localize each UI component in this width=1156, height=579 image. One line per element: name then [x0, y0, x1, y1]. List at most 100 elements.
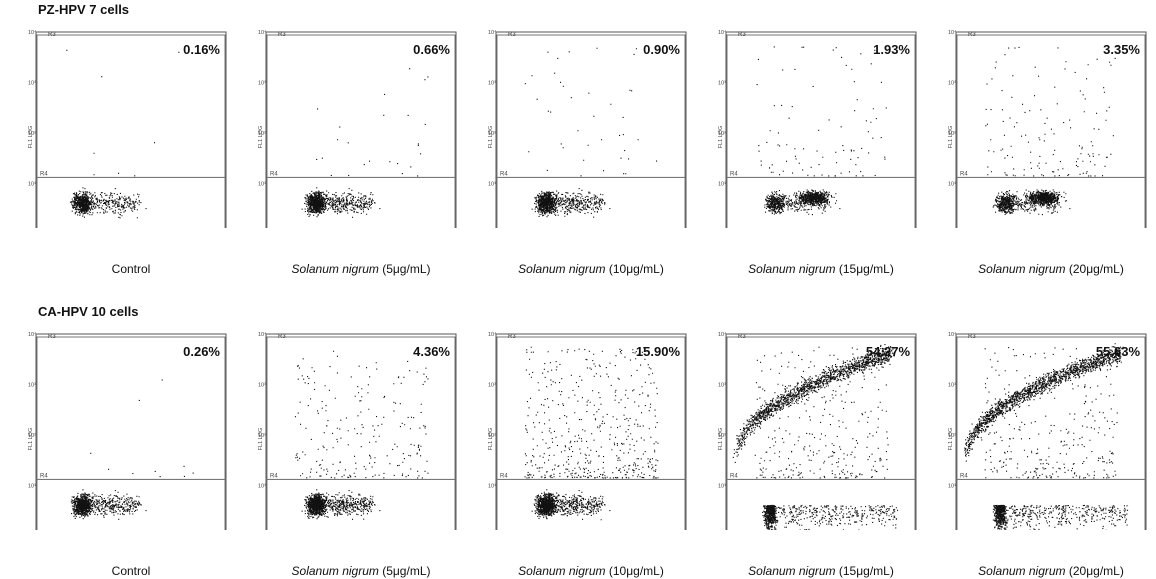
event-dots: [732, 344, 899, 530]
dot-plot: R3R410⁰10¹10²10³10⁴FL1 LOG02004006008001…: [488, 29, 687, 228]
region-label-r3: R3: [738, 32, 746, 38]
percentage-label: 15.90%: [635, 344, 680, 359]
caption-dose: (20μg/mL): [1065, 564, 1124, 578]
y-tick-label: 10³: [258, 81, 266, 87]
y-tick-label: 10¹: [948, 484, 956, 490]
dot-plot-panel: R3R410⁰10¹10²10³10⁴FL1 LOG02004006008001…: [258, 28, 464, 260]
caption-species: Solanum nigrum: [518, 564, 606, 578]
y-tick-label: 10²: [258, 433, 266, 439]
dot-plot-panel: R3R410⁰10¹10²10³10⁴FL1 LOG02004006008001…: [948, 28, 1154, 260]
y-tick-label: 10¹: [258, 182, 266, 188]
percentage-label: 55.63%: [1095, 344, 1140, 359]
gate-r4: [726, 176, 916, 228]
region-label-r4: R4: [960, 473, 968, 479]
caption-species: Solanum nigrum: [291, 564, 379, 578]
region-label-r4: R4: [40, 473, 48, 479]
y-axis-label: FL1 LOG: [948, 126, 954, 149]
gate-r4: [36, 478, 226, 530]
y-tick-label: 10⁴: [718, 29, 727, 36]
percentage-label: 4.36%: [413, 344, 450, 359]
plot-frame: [495, 333, 687, 530]
y-tick-label: 10⁴: [258, 29, 267, 36]
plot-frame: [35, 333, 227, 530]
panel-caption: Control: [18, 564, 244, 578]
event-dots: [66, 49, 180, 219]
event-dots: [70, 379, 194, 520]
y-axis-label: FL1 LOG: [28, 126, 34, 149]
event-dots: [301, 68, 429, 218]
plot-frame: [955, 31, 1147, 228]
caption-species: Solanum nigrum: [291, 262, 379, 276]
plot-frame: [725, 31, 917, 228]
y-tick-label: 10⁴: [28, 331, 37, 338]
y-tick-label: 10⁴: [488, 29, 497, 36]
y-axis-label: FL1 LOG: [718, 428, 724, 451]
gate-r4: [266, 176, 456, 228]
y-tick-label: 10²: [258, 131, 266, 137]
dot-plot: R3R410⁰10¹10²10³10⁴FL1 LOG02004006008001…: [488, 331, 687, 530]
percentage-label: 54.27%: [865, 344, 910, 359]
region-label-r4: R4: [500, 171, 508, 177]
dot-plot: R3R410⁰10¹10²10³10⁴FL1 LOG02004006008001…: [718, 29, 917, 228]
region-label-r3: R3: [508, 334, 516, 340]
region-label-r3: R3: [278, 32, 286, 38]
gate-r4: [496, 176, 686, 228]
gate-r4: [266, 478, 456, 530]
y-tick-label: 10³: [488, 81, 496, 87]
event-dot-cloud: [524, 47, 658, 218]
dot-plot-panel: R3R410⁰10¹10²10³10⁴FL1 LOG02004006008001…: [488, 28, 694, 260]
y-tick-label: 10¹: [718, 484, 726, 490]
event-dots: [756, 46, 887, 216]
event-dots: [294, 350, 429, 520]
dot-plot: R3R410⁰10¹10²10³10⁴FL1 LOG02004006008001…: [258, 331, 457, 530]
caption-species: Solanum nigrum: [978, 564, 1066, 578]
y-tick-label: 10³: [718, 81, 726, 87]
caption-dose: (5μg/mL): [378, 262, 431, 276]
region-label-r4: R4: [730, 171, 738, 177]
y-axis-label: FL1 LOG: [258, 428, 264, 451]
y-tick-label: 10¹: [948, 182, 956, 188]
y-tick-label: 10¹: [488, 182, 496, 188]
dot-plot: R3R410⁰10¹10²10³10⁴FL1 LOG02004006008001…: [948, 29, 1147, 228]
y-tick-label: 10²: [718, 131, 726, 137]
y-axis-label: FL1 LOG: [948, 428, 954, 451]
plot-frame: [955, 333, 1147, 530]
dot-plot-panel: R3R410⁰10¹10²10³10⁴FL1 LOG02004006008001…: [28, 330, 234, 562]
y-tick-label: 10⁴: [718, 331, 727, 338]
percentage-label: 0.26%: [183, 344, 220, 359]
dot-plot: R3R410⁰10¹10²10³10⁴FL1 LOG02004006008001…: [28, 29, 227, 228]
plot-frame: [35, 31, 227, 228]
event-dot-cloud: [732, 344, 899, 530]
caption-species: Solanum nigrum: [978, 262, 1066, 276]
panel-caption: Solanum nigrum (15μg/mL): [708, 262, 934, 276]
dot-plot-panel: R3R410⁰10¹10²10³10⁴FL1 LOG02004006008001…: [718, 330, 924, 562]
region-label-r3: R3: [48, 334, 56, 340]
panel-caption: Solanum nigrum (10μg/mL): [478, 262, 704, 276]
y-axis-label: FL1 LOG: [718, 126, 724, 149]
dot-plot: R3R410⁰10¹10²10³10⁴FL1 LOG02004006008001…: [258, 29, 457, 228]
panel-caption: Solanum nigrum (5μg/mL): [248, 564, 474, 578]
caption-species: Solanum nigrum: [748, 564, 836, 578]
row-title-ca-hpv10: CA-HPV 10 cells: [38, 304, 139, 319]
y-tick-label: 10³: [28, 81, 36, 87]
y-tick-label: 10⁴: [488, 331, 497, 338]
region-label-r4: R4: [500, 473, 508, 479]
y-tick-label: 10¹: [258, 484, 266, 490]
event-dots: [524, 346, 659, 521]
region-label-r4: R4: [270, 473, 278, 479]
panel-caption: Solanum nigrum (10μg/mL): [478, 564, 704, 578]
y-tick-label: 10¹: [28, 182, 36, 188]
event-dots: [524, 47, 658, 218]
y-tick-label: 10²: [948, 433, 956, 439]
event-dot-cloud: [70, 379, 194, 520]
panel-caption: Solanum nigrum (15μg/mL): [708, 564, 934, 578]
event-dots: [985, 45, 1118, 216]
percentage-label: 3.35%: [1103, 42, 1140, 57]
dot-plot: R3R410⁰10¹10²10³10⁴FL1 LOG02004006008001…: [718, 331, 917, 530]
caption-dose: Control: [111, 262, 151, 276]
dot-plot-panel: R3R410⁰10¹10²10³10⁴FL1 LOG02004006008001…: [948, 330, 1154, 562]
event-dot-cloud: [66, 49, 180, 219]
y-tick-label: 10¹: [28, 484, 36, 490]
y-tick-label: 10⁴: [948, 331, 957, 338]
region-label-r4: R4: [40, 171, 48, 177]
